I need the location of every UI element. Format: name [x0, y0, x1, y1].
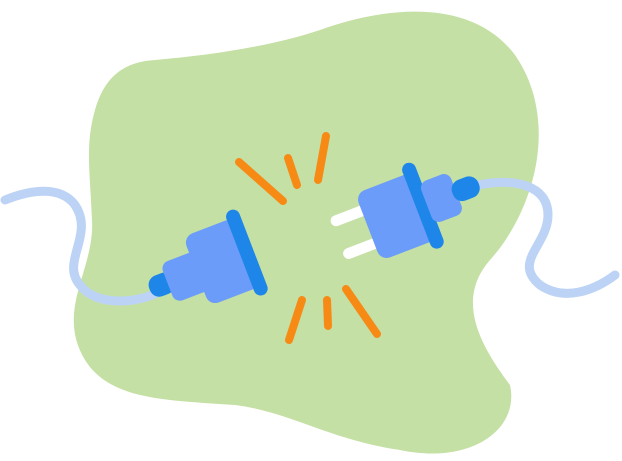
- left-cable: [0, 186, 160, 306]
- spark-top-middle: [284, 154, 301, 189]
- left-plug-rim: [226, 209, 268, 296]
- plug-socket-icon: [148, 209, 268, 304]
- spark-top-left: [235, 158, 287, 205]
- plug-prong-bottom: [343, 236, 384, 259]
- plug-prong-top: [330, 204, 371, 227]
- right-plug-neck: [420, 174, 462, 222]
- right-plug-tail: [451, 176, 480, 202]
- spark-bottom-middle: [323, 296, 332, 330]
- background-blob: [73, 11, 539, 454]
- spark-bottom-left: [285, 296, 306, 344]
- right-plug-rim: [402, 162, 444, 249]
- spark-bottom-right: [342, 285, 381, 338]
- spark-top-right: [314, 132, 330, 184]
- electric-plug-icon: [330, 162, 480, 259]
- right-cable: [473, 178, 620, 298]
- spark-lines-icon: [235, 132, 381, 344]
